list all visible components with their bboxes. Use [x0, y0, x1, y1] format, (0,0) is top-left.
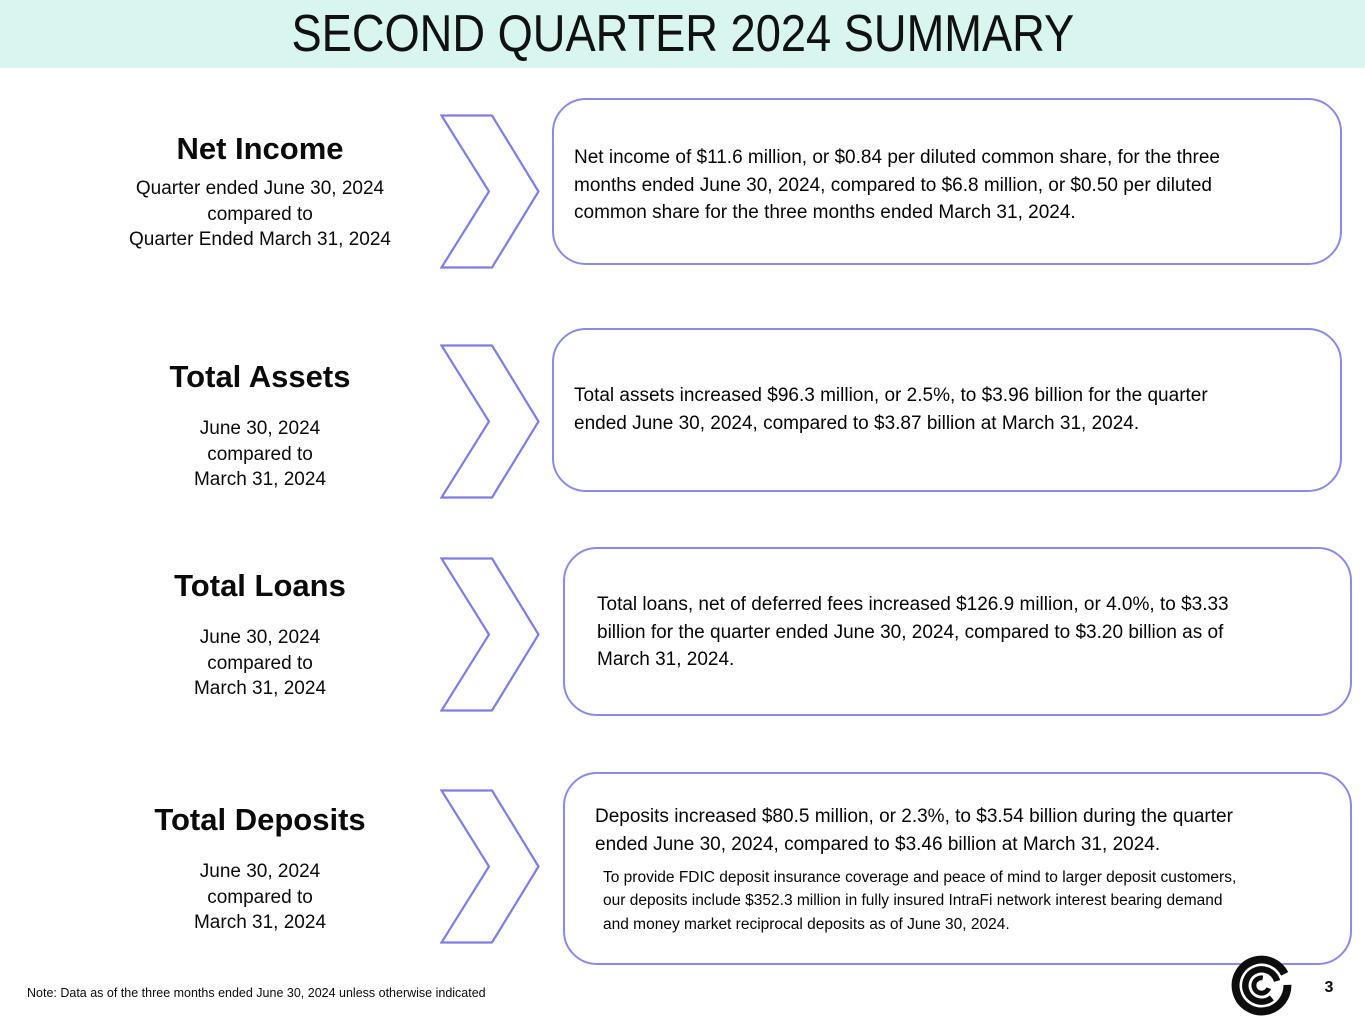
date-line: Quarter Ended March 31, 2024: [129, 229, 391, 250]
section-heading: Total Deposits: [154, 802, 366, 837]
chevron-right-icon: [440, 557, 540, 712]
date-line: compared to: [207, 443, 313, 465]
date-line: compared to: [207, 203, 313, 225]
note-text-line: To provide FDIC deposit insurance covera…: [603, 869, 1237, 886]
callout-text-line: common share for the three months ended …: [574, 202, 1076, 223]
section-heading: Total Loans: [174, 568, 346, 603]
section-dates: Quarter ended June 30, 2024 compared to …: [60, 176, 460, 253]
callout-total-assets: Total assets increased $96.3 million, or…: [552, 328, 1342, 492]
section-heading: Total Assets: [169, 359, 351, 394]
chevron-right-icon: [440, 114, 540, 269]
callout-text-line: months ended June 30, 2024, compared to …: [574, 174, 1212, 196]
section-label-total-loans: Total Loans June 30, 2024 compared to Ma…: [60, 567, 460, 702]
callout-text-line: Total loans, net of deferred fees increa…: [597, 594, 1229, 615]
date-line: March 31, 2024: [193, 469, 327, 490]
date-line: June 30, 2024: [199, 627, 321, 648]
callout-text-line: March 31, 2024.: [597, 649, 735, 670]
date-line: March 31, 2024: [193, 678, 327, 699]
callout-text-line: Deposits increased $80.5 million, or 2.3…: [595, 806, 1233, 827]
callout-net-income: Net income of $11.6 million, or $0.84 pe…: [552, 98, 1342, 265]
callout-total-deposits: Deposits increased $80.5 million, or 2.3…: [563, 772, 1352, 965]
section-label-total-deposits: Total Deposits June 30, 2024 compared to…: [60, 801, 460, 936]
callout-text-line: ended June 30, 2024, compared to $3.87 b…: [574, 412, 1140, 434]
title-band: SECOND QUARTER 2024 SUMMARY: [0, 0, 1365, 68]
chevron-right-icon: [440, 344, 540, 499]
callout-text-line: Net income of $11.6 million, or $0.84 pe…: [574, 147, 1220, 168]
section-label-net-income: Net Income Quarter ended June 30, 2024 c…: [60, 130, 460, 253]
concentric-c-swirl-logo: [1231, 955, 1292, 1016]
note-text-line: and money market reciprocal deposits as …: [603, 915, 1010, 933]
callout-text-line: billion for the quarter ended June 30, 2…: [597, 621, 1224, 643]
callout-text-line: Total assets increased $96.3 million, or…: [574, 385, 1208, 406]
section-dates: June 30, 2024 compared to March 31, 2024: [60, 416, 460, 493]
deposits-insurance-note: To provide FDIC deposit insurance covera…: [595, 866, 1320, 936]
note-text-line: our deposits include $352.3 million in f…: [603, 892, 1223, 910]
date-line: compared to: [207, 652, 313, 674]
slide-footnote: Note: Data as of the three months ended …: [27, 986, 486, 1000]
date-line: Quarter ended June 30, 2024: [135, 178, 385, 199]
section-heading: Net Income: [176, 131, 344, 166]
section-dates: June 30, 2024 compared to March 31, 2024: [60, 859, 460, 936]
date-line: March 31, 2024: [193, 912, 327, 933]
callout-text-line: ended June 30, 2024, compared to $3.46 b…: [595, 833, 1161, 855]
date-line: June 30, 2024: [199, 418, 321, 439]
page-title: SECOND QUARTER 2024 SUMMARY: [291, 5, 1074, 63]
date-line: June 30, 2024: [199, 861, 321, 882]
section-label-total-assets: Total Assets June 30, 2024 compared to M…: [60, 358, 460, 493]
date-line: compared to: [207, 886, 313, 908]
callout-total-loans: Total loans, net of deferred fees increa…: [563, 547, 1352, 716]
section-dates: June 30, 2024 compared to March 31, 2024: [60, 625, 460, 702]
chevron-right-icon: [440, 789, 540, 944]
page-number: 3: [1324, 979, 1334, 996]
